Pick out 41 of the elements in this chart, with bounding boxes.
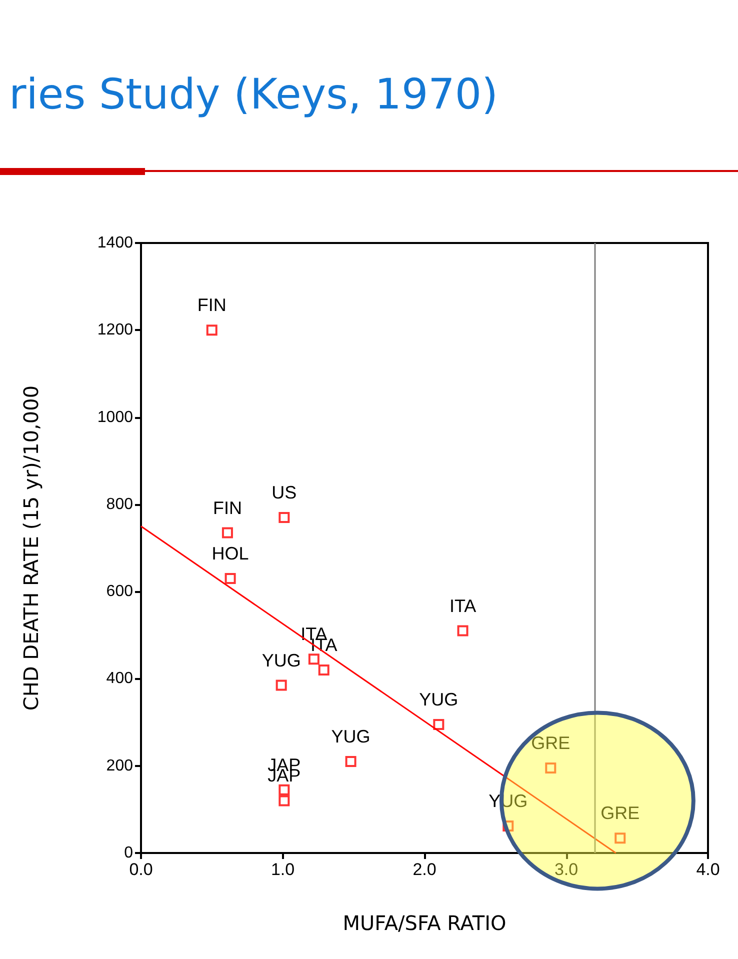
point xyxy=(545,762,556,774)
y-axis-title: CHD DEATH RATE (15 yr)/10,000 xyxy=(19,385,43,711)
point xyxy=(345,756,356,767)
y-tick-label: 800 xyxy=(106,496,134,513)
point xyxy=(318,664,330,676)
x-tick-label: 3.0 xyxy=(554,860,578,879)
y-tick-label: 1400 xyxy=(97,234,134,252)
y-tick-label: 0 xyxy=(124,844,134,862)
point xyxy=(278,795,290,806)
x-tick-label: 2.0 xyxy=(412,860,436,879)
annotation: YUG xyxy=(331,726,370,746)
point xyxy=(457,625,468,636)
point xyxy=(433,718,444,730)
point xyxy=(276,680,287,691)
y-tick-label: 1000 xyxy=(97,408,134,426)
annotation: FIN xyxy=(212,498,242,518)
point xyxy=(222,527,233,538)
point xyxy=(614,832,626,844)
annotation: HOL xyxy=(212,544,249,564)
annotation: US xyxy=(272,482,297,502)
chart-title: ries Study (Keys, 1970) xyxy=(9,70,498,118)
annotation: FIN xyxy=(197,295,226,316)
point xyxy=(278,784,290,796)
x-tick-label: 0.0 xyxy=(129,860,153,879)
y-tick-label: 1200 xyxy=(97,322,134,339)
point xyxy=(278,512,290,523)
x-axis-title: MUFA/SFA RATIO xyxy=(342,911,506,935)
annotation: YUG xyxy=(262,650,301,670)
point xyxy=(206,324,218,336)
y-tick-label: 200 xyxy=(106,757,134,774)
annotation: YUG xyxy=(419,689,458,710)
y-tick-label: 600 xyxy=(106,583,134,600)
point xyxy=(308,654,320,665)
annotation: ITA xyxy=(449,596,476,616)
point xyxy=(224,573,236,584)
annotation: GRE xyxy=(531,733,570,754)
point xyxy=(502,820,514,832)
x-tick-label: 1.0 xyxy=(270,860,295,879)
annotation: GRE xyxy=(600,803,640,824)
x-tick-label: 4.0 xyxy=(696,860,720,879)
y-tick-label: 400 xyxy=(106,670,134,688)
